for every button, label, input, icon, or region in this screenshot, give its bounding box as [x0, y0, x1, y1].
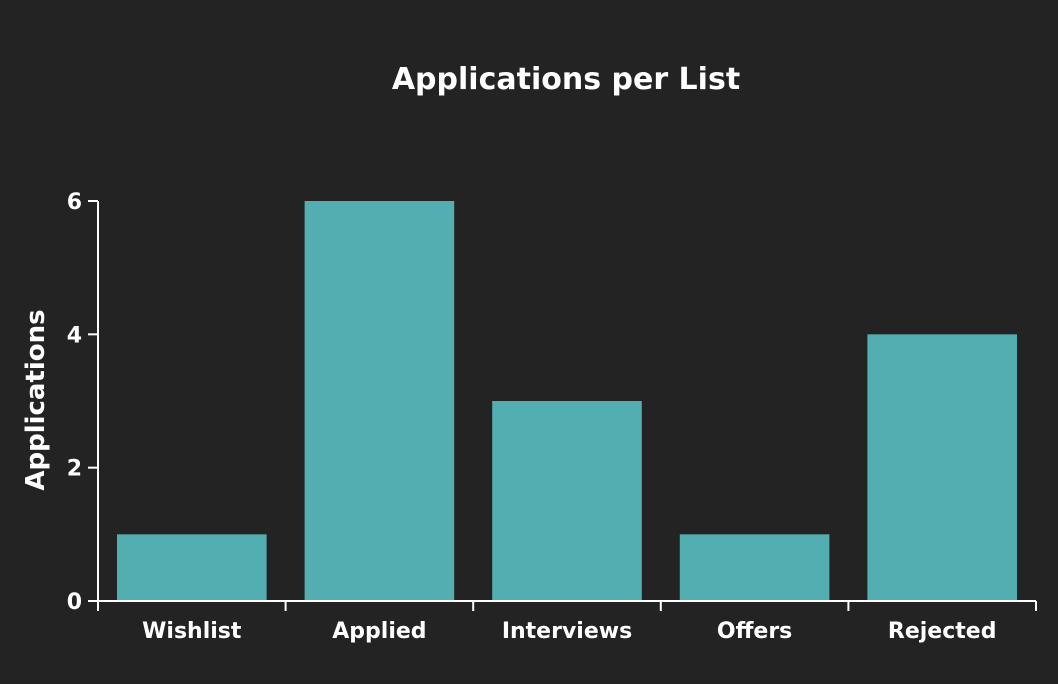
x-tick-label: Rejected	[888, 619, 997, 644]
y-tick-label: 2	[67, 457, 82, 482]
bar-interviews	[492, 401, 642, 601]
y-axis-label: Applications	[21, 309, 51, 490]
x-tick-label: Applied	[332, 619, 426, 644]
bar-rejected	[867, 334, 1017, 601]
bars-group	[117, 201, 1017, 601]
x-tick-label: Offers	[717, 619, 792, 644]
y-tick-label: 6	[67, 190, 82, 215]
y-tick-label: 0	[67, 590, 82, 615]
bar-applied	[304, 201, 455, 601]
chart-title: Applications per List	[392, 62, 740, 97]
y-tick-label: 4	[67, 323, 82, 348]
x-tick-label: Interviews	[502, 619, 632, 644]
bar-offers	[679, 534, 830, 601]
x-tick-label: Wishlist	[142, 619, 242, 644]
y-axis: 0 2 4 6	[67, 190, 99, 615]
x-axis: Wishlist Applied Interviews Offers Rejected	[97, 600, 1037, 644]
bar-wishlist	[117, 534, 267, 601]
